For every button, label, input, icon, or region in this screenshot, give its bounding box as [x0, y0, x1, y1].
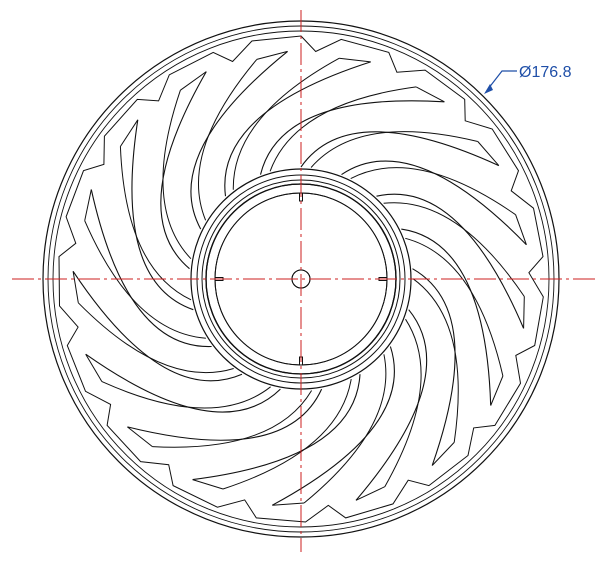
- blade-pressure-side: [160, 71, 207, 270]
- blade-suction-side: [384, 318, 422, 487]
- dimension-leader-line: [487, 70, 517, 90]
- dimension-label: Ø176.8: [519, 64, 572, 81]
- blade-pressure-side: [90, 189, 212, 348]
- dimension-arrowhead: [484, 84, 493, 94]
- blade-tip: [119, 119, 139, 147]
- blade-tip: [339, 57, 371, 63]
- blade-suction-side: [198, 59, 258, 221]
- blade-tip: [84, 189, 92, 221]
- blade-tip: [415, 86, 445, 103]
- blade-pressure-side: [272, 346, 395, 506]
- blade-suction-side: [412, 278, 459, 443]
- blade-tip: [72, 271, 79, 303]
- blade-suction-side: [303, 354, 387, 504]
- blade-pressure-side: [341, 160, 527, 246]
- blade-pressure-side: [131, 119, 194, 311]
- blade-tip: [355, 486, 386, 501]
- blade-pressure-side: [192, 374, 361, 481]
- blade-suction-side: [84, 220, 206, 339]
- blade-suction-side: [383, 202, 525, 297]
- centerlines: [12, 10, 596, 552]
- blade-pressure-side: [300, 131, 500, 168]
- blade-pressure-side: [376, 193, 525, 329]
- blade-pressure-side: [224, 61, 371, 197]
- blade-pressure-side: [72, 270, 243, 382]
- blade-pressure-side: [85, 353, 281, 413]
- blade-pressure-side: [401, 228, 492, 406]
- blade-tip: [272, 502, 305, 506]
- blade-suction-side: [152, 390, 313, 448]
- blade-tip: [490, 375, 504, 406]
- impeller-blades: [72, 50, 527, 506]
- blade-suction-side: [162, 90, 192, 260]
- blade-suction-side: [269, 86, 417, 172]
- blade-suction-side: [232, 57, 340, 190]
- blade-tip: [515, 214, 527, 245]
- blade-tip: [431, 442, 455, 466]
- blade-tip: [85, 353, 103, 382]
- blade-tip: [180, 71, 207, 91]
- blade-pressure-side: [355, 309, 428, 501]
- blade-suction-side: [222, 379, 352, 490]
- blade-suction-side: [405, 237, 504, 377]
- blade-tip: [256, 50, 288, 60]
- blade-tip: [192, 479, 224, 490]
- blade-pressure-side: [127, 388, 323, 441]
- diameter-dimension: Ø176.8: [484, 64, 572, 94]
- blade-suction-side: [350, 167, 516, 216]
- blade-tip: [127, 426, 153, 447]
- blade-pressure-side: [190, 50, 288, 230]
- blade-suction-side: [119, 146, 192, 301]
- blade-tip: [477, 141, 500, 166]
- shroud-outline: [58, 35, 544, 523]
- blade-tip: [523, 296, 525, 329]
- blade-suction-side: [101, 381, 271, 409]
- blade-pressure-side: [259, 100, 445, 175]
- blade-suction-side: [310, 131, 478, 168]
- blade-pressure-side: [412, 268, 456, 466]
- blade-suction-side: [77, 302, 234, 374]
